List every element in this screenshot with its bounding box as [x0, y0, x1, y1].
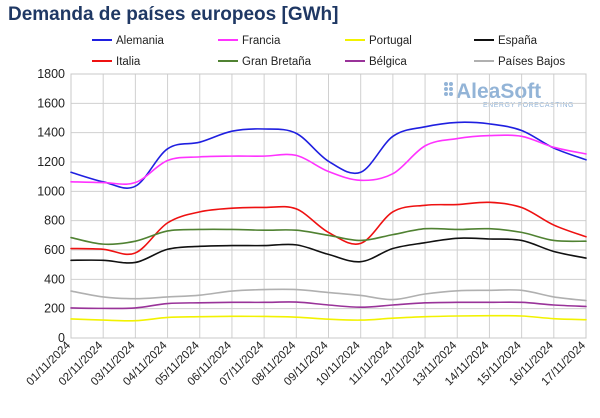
y-tick-label: 200 — [44, 302, 65, 316]
legend-item-francia: Francia — [218, 35, 281, 47]
y-tick-label: 1400 — [37, 126, 65, 140]
y-tick-label: 1200 — [37, 155, 65, 169]
legend-item-paises-bajos: Países Bajos — [474, 56, 565, 68]
legend-label: Alemania — [116, 35, 165, 47]
legend-item-gran-bretana: Gran Bretaña — [218, 56, 312, 68]
legend-item-alemania: Alemania — [92, 35, 165, 47]
legend-label: Gran Bretaña — [242, 56, 312, 68]
legend-item-portugal: Portugal — [345, 35, 412, 47]
legend-item-espana: España — [474, 35, 538, 47]
plot-lines — [70, 121, 587, 322]
legend-label: Países Bajos — [498, 56, 565, 68]
legend-label: Portugal — [369, 35, 412, 47]
x-axis: 01/11/202402/11/202403/11/202404/11/2024… — [25, 339, 589, 388]
y-tick-label: 1600 — [37, 96, 65, 110]
y-tick-label: 0 — [58, 331, 65, 345]
y-axis: 0 200 400 600 800 1000 1200 1400 1600 1800 — [37, 67, 65, 345]
legend-label: España — [498, 35, 538, 47]
legend: Alemania Francia Portugal España Italia Gran … — [92, 35, 565, 68]
series-line-italia — [70, 201, 587, 256]
series-line-espana — [70, 237, 587, 264]
y-tick-label: 1000 — [37, 184, 65, 198]
watermark-tagline: ENERGY FORECASTING — [483, 102, 574, 109]
y-tick-label: 600 — [44, 243, 65, 257]
y-tick-label: 800 — [44, 214, 65, 228]
legend-item-belgica: Bélgica — [345, 56, 407, 68]
plot-area-border — [70, 73, 587, 339]
legend-label: Francia — [242, 35, 281, 47]
chart-title: Demanda de países europeos [GWh] — [8, 4, 339, 25]
watermark-brand: AleaSoft — [456, 80, 541, 103]
grid — [70, 73, 587, 339]
series-line-francia — [70, 134, 587, 185]
legend-label: Bélgica — [369, 56, 407, 68]
watermark: AleaSoft ENERGY FORECASTING — [444, 80, 574, 109]
legend-item-italia: Italia — [92, 56, 141, 68]
series-line-paises-bajos — [70, 288, 587, 302]
aleasoft-logo-icon — [444, 82, 453, 96]
series-line-alemania — [70, 121, 587, 189]
y-tick-label: 400 — [44, 272, 65, 286]
series-line-gran-bretana — [70, 227, 587, 246]
legend-label: Italia — [116, 56, 141, 68]
series-line-portugal — [70, 314, 587, 322]
y-tick-label: 1800 — [37, 67, 65, 81]
series-line-belgica — [70, 301, 587, 310]
